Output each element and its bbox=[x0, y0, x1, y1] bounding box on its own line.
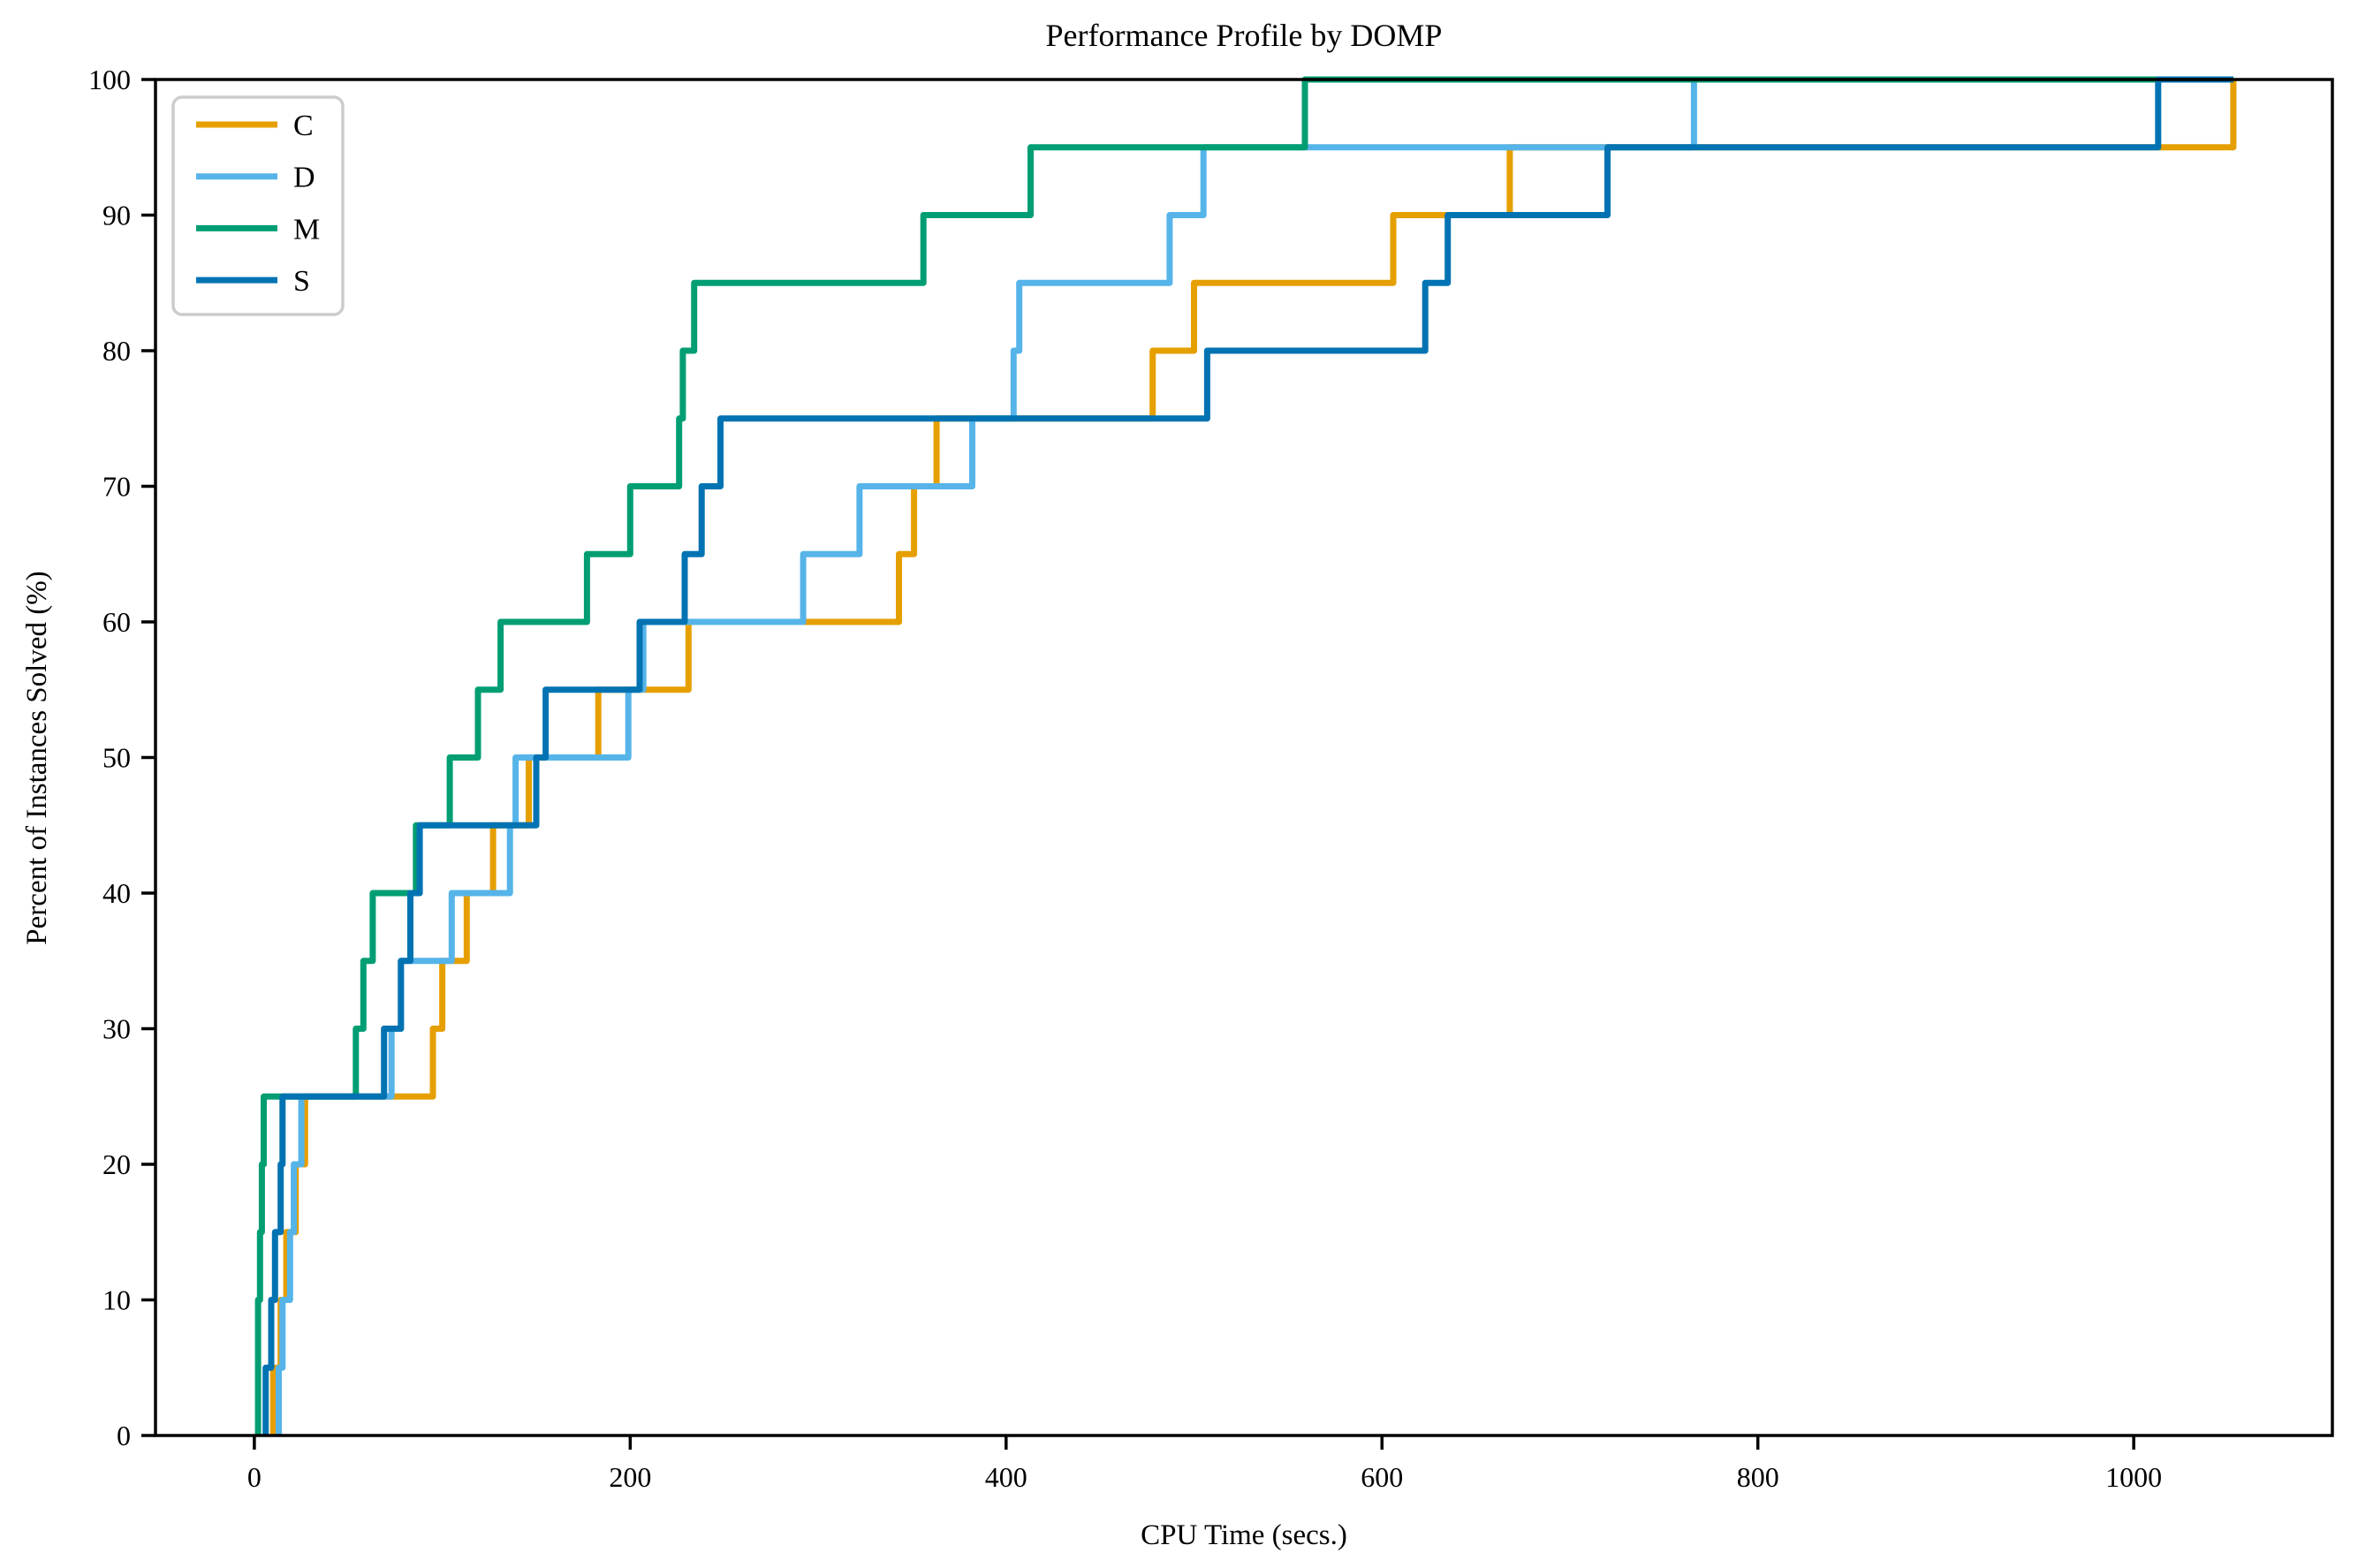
legend-item-label: S bbox=[293, 265, 310, 298]
y-tick-label: 40 bbox=[102, 877, 131, 909]
x-tick-label: 1000 bbox=[2105, 1461, 2162, 1493]
axis-layer: 0 200 400 600 800 1000 0 10 20 30 40 50 60 70 80 90 100 bbox=[88, 64, 2334, 1493]
legend-item-label: M bbox=[293, 213, 320, 246]
y-tick-label: 80 bbox=[102, 335, 131, 367]
y-tick-label: 60 bbox=[102, 606, 131, 638]
plot-layer bbox=[254, 76, 2237, 1435]
y-tick-label: 10 bbox=[102, 1284, 131, 1316]
y-tick-label: 70 bbox=[102, 471, 131, 503]
x-tick-label: 200 bbox=[609, 1461, 651, 1493]
legend-item-M: M bbox=[196, 213, 320, 246]
y-tick-label: 90 bbox=[102, 200, 131, 231]
x-axis-label: CPU Time (secs.) bbox=[1141, 1519, 1347, 1551]
chart-title: Performance Profile by DOMP bbox=[1046, 18, 1443, 53]
series-line-M bbox=[254, 76, 2233, 1435]
y-tick-label: 20 bbox=[102, 1148, 131, 1180]
x-tick-label: 0 bbox=[247, 1461, 262, 1493]
x-tick-label: 400 bbox=[985, 1461, 1027, 1493]
x-tick-label: 600 bbox=[1361, 1461, 1403, 1493]
legend-item-S: S bbox=[196, 265, 310, 298]
legend-frame bbox=[171, 95, 345, 316]
y-axis-label: Percent of Instances Solved (%) bbox=[21, 571, 53, 944]
y-tick-label: 0 bbox=[117, 1420, 131, 1451]
legend-item-D: D bbox=[196, 162, 315, 194]
legend-item-label: D bbox=[293, 162, 315, 194]
legend-item-label: C bbox=[293, 110, 314, 142]
series-line-D bbox=[276, 76, 2233, 1435]
x-tick-label: 800 bbox=[1737, 1461, 1779, 1493]
legend-item-C: C bbox=[196, 110, 314, 142]
series-line-S bbox=[262, 76, 2233, 1435]
y-tick-label: 50 bbox=[102, 742, 131, 774]
y-tick-label: 100 bbox=[88, 64, 131, 95]
y-tick-label: 30 bbox=[102, 1013, 131, 1045]
